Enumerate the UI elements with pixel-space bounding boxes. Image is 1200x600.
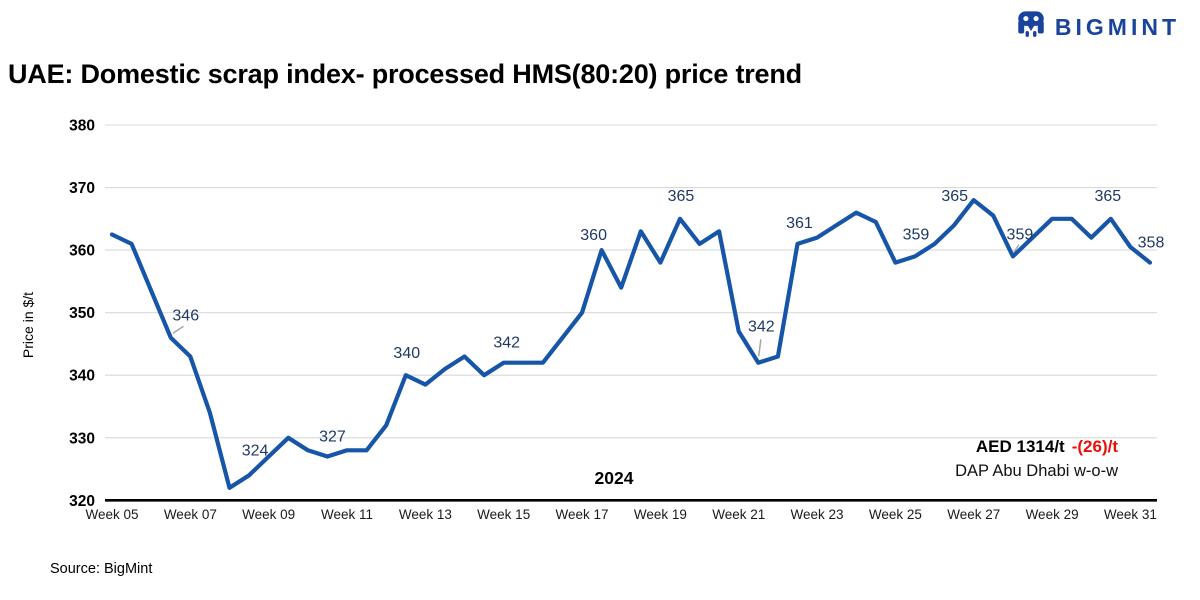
y-tick-label: 350	[69, 305, 95, 322]
source-note: Source: BigMint	[50, 561, 153, 577]
data-label: 359	[1007, 226, 1034, 243]
x-tick-label: Week 25	[869, 507, 922, 522]
x-tick-label: Week 05	[85, 507, 138, 522]
aed-annotation: AED 1314/t -(26)/t DAP Abu Dhabi w-o-w	[955, 437, 1118, 481]
label-leader-line	[1013, 244, 1020, 253]
y-tick-label: 360	[69, 243, 95, 260]
aed-price-value: AED 1314/t	[975, 437, 1065, 456]
data-label: 359	[903, 226, 930, 243]
x-tick-label: Week 23	[791, 507, 844, 522]
x-tick-label: Week 13	[399, 507, 452, 522]
x-tick-label: Week 07	[164, 507, 217, 522]
y-tick-label: 340	[69, 368, 95, 385]
data-label: 361	[786, 215, 813, 232]
x-tick-label: Week 17	[556, 507, 609, 522]
data-label: 346	[172, 308, 199, 325]
y-tick-label: 320	[69, 493, 95, 510]
y-tick-label: 370	[69, 180, 95, 197]
data-label: 365	[941, 188, 968, 205]
data-label: 342	[493, 335, 520, 352]
y-tick-label: 380	[69, 118, 95, 135]
data-label: 324	[242, 442, 269, 459]
label-leader-line	[758, 339, 762, 357]
aed-wow-change: -(26)/t	[1071, 437, 1118, 456]
x-tick-label: Week 19	[634, 507, 687, 522]
data-label: 340	[393, 345, 420, 362]
chart-title: UAE: Domestic scrap index- processed HMS…	[8, 59, 802, 89]
year-label: 2024	[594, 468, 634, 488]
x-tick-label: Week 27	[947, 507, 1000, 522]
data-label: 358	[1138, 235, 1165, 252]
data-label: 327	[319, 429, 346, 446]
x-tick-label: Week 21	[712, 507, 765, 522]
data-label: 365	[1094, 188, 1121, 205]
x-tick-label: Week 31	[1104, 507, 1157, 522]
x-tick-label: Week 09	[242, 507, 295, 522]
data-label: 365	[668, 188, 695, 205]
aed-price-line: AED 1314/t -(26)/t	[955, 437, 1118, 457]
data-label: 360	[580, 227, 607, 244]
data-label: 342	[748, 319, 775, 336]
x-tick-label: Week 11	[321, 507, 373, 522]
bigmint-logo: BIGMINT	[1014, 8, 1180, 47]
x-tick-label: Week 15	[477, 507, 530, 522]
price-line	[109, 198, 1153, 490]
x-tick-label: Week 29	[1026, 507, 1079, 522]
bigmint-logo-text: BIGMINT	[1054, 14, 1180, 40]
label-leader-line	[172, 325, 184, 334]
bigmint-logo-icon	[1014, 8, 1048, 47]
delivery-note: DAP Abu Dhabi w-o-w	[955, 462, 1118, 480]
y-tick-label: 330	[69, 430, 95, 447]
